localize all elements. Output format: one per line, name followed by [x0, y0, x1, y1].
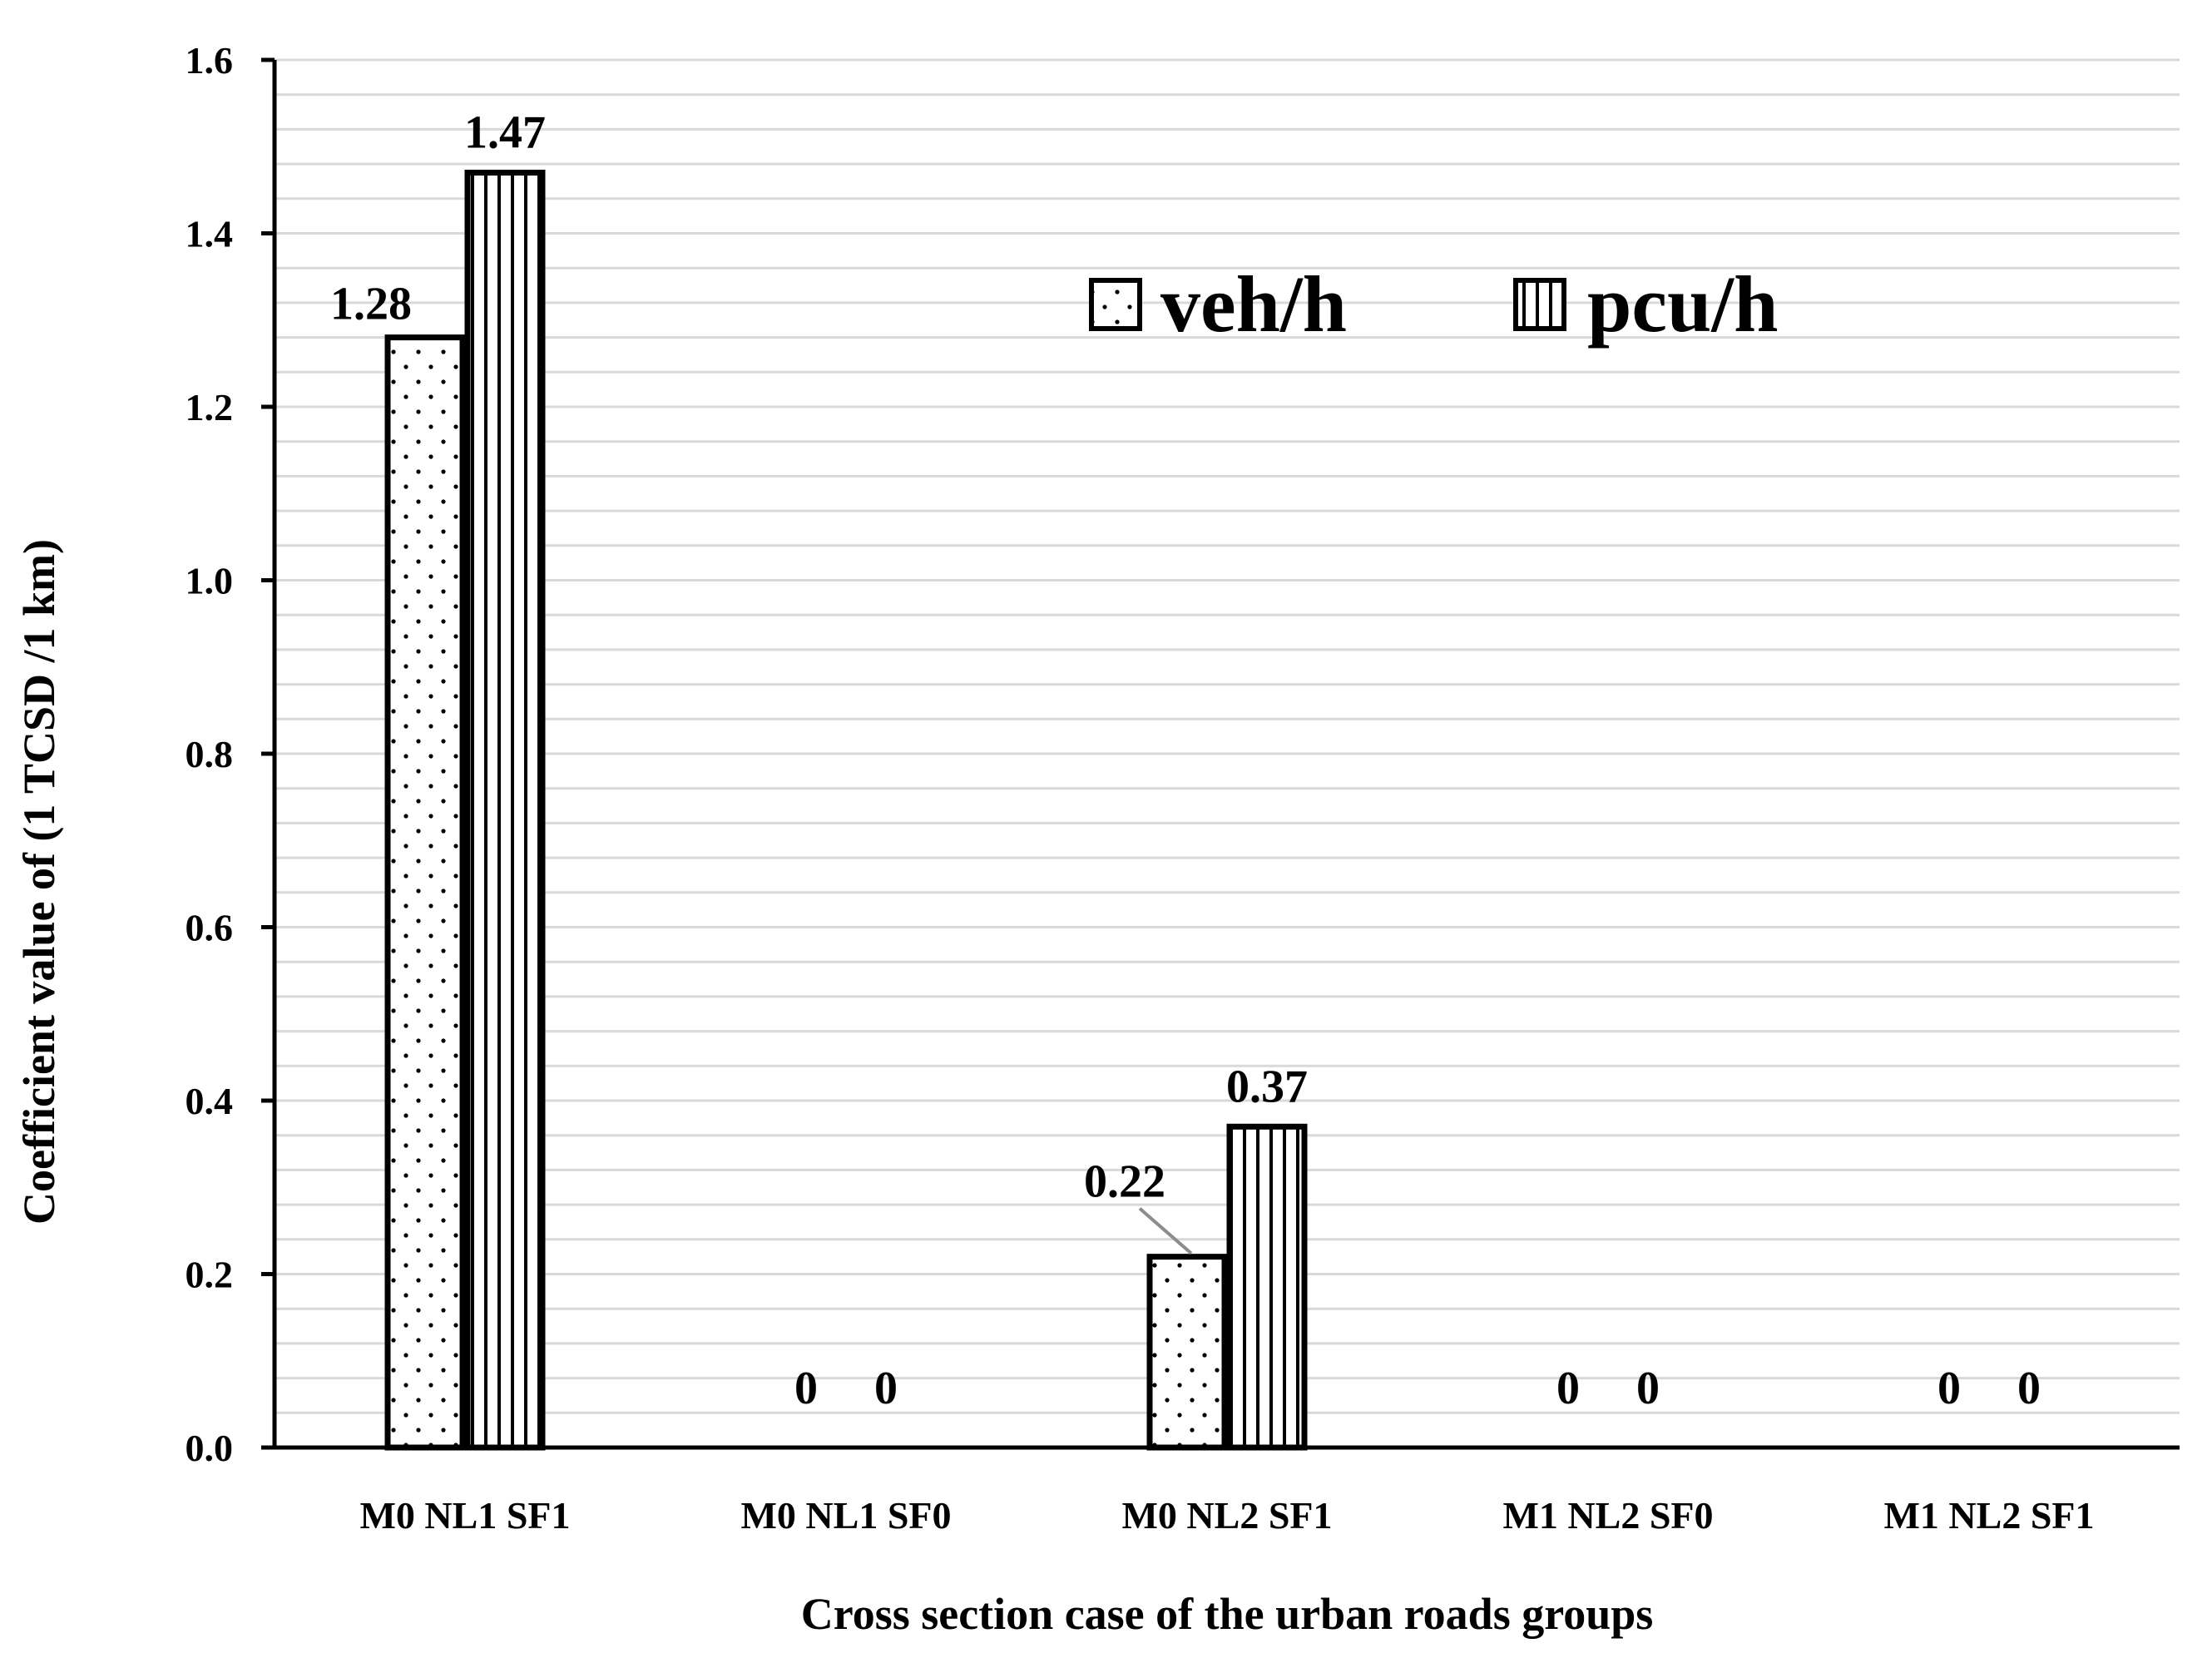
bar-pcu [1226, 1123, 1308, 1451]
data-label-pcu: 0.37 [1226, 1061, 1308, 1112]
legend-label-veh: veh/h [1160, 260, 1347, 349]
data-label-pcu: 1.47 [464, 107, 546, 159]
leader-line [1138, 1207, 1193, 1255]
bar-veh [1146, 1254, 1228, 1451]
x-tick-label: M0 NL1 SF0 [741, 1494, 952, 1537]
y-tick-label: 0.2 [186, 1254, 234, 1296]
y-tick-label: 0.4 [186, 1080, 234, 1122]
bar-veh [384, 334, 466, 1451]
bars [384, 170, 1308, 1451]
y-axis-title: Coefficient value of (1 TCSD /1 km) [14, 539, 64, 1225]
bar-pcu [464, 170, 546, 1451]
x-tick-label: M0 NL2 SF1 [1122, 1494, 1333, 1537]
y-tick-label: 0.6 [186, 907, 234, 949]
data-label-veh: 0 [1556, 1363, 1580, 1414]
gridlines [275, 58, 2180, 1414]
data-label-pcu: 0 [874, 1363, 898, 1414]
x-axis-title: Cross section case of the urban roads gr… [801, 1589, 1654, 1639]
y-tick-label: 1.0 [186, 560, 234, 602]
x-tick-label: M1 NL2 SF1 [1884, 1494, 2095, 1537]
data-label-pcu: 0 [2017, 1363, 2041, 1414]
legend-label-pcu: pcu/h [1587, 260, 1778, 349]
x-tick-label: M1 NL2 SF0 [1503, 1494, 1714, 1537]
y-tick-label: 1.6 [186, 39, 234, 82]
data-label-pcu: 0 [1636, 1363, 1660, 1414]
y-tick-label: 0.0 [186, 1427, 234, 1469]
legend-swatch-veh [1089, 278, 1142, 331]
data-label-veh: 0.22 [1084, 1156, 1165, 1208]
axes: 0.0 0.2 0.4 0.6 0.8 1.0 1.2 1.4 1.6 M0 NL1 SF1 M0 … [186, 39, 2180, 1537]
x-tick-label: M0 NL1 SF1 [360, 1494, 571, 1537]
data-labels: 1.28 1.47 0 0 0.22 0.37 0 0 0 0 [330, 107, 2041, 1414]
y-tick-label: 1.4 [186, 213, 234, 255]
y-tick-label: 0.8 [186, 733, 234, 775]
y-tick-label: 1.2 [186, 386, 234, 428]
data-label-veh: 0 [794, 1363, 818, 1414]
legend: veh/h pcu/h [1089, 260, 1778, 349]
legend-swatch-pcu [1513, 278, 1566, 331]
data-label-veh: 1.28 [330, 279, 412, 330]
data-label-veh: 0 [1937, 1363, 1961, 1414]
